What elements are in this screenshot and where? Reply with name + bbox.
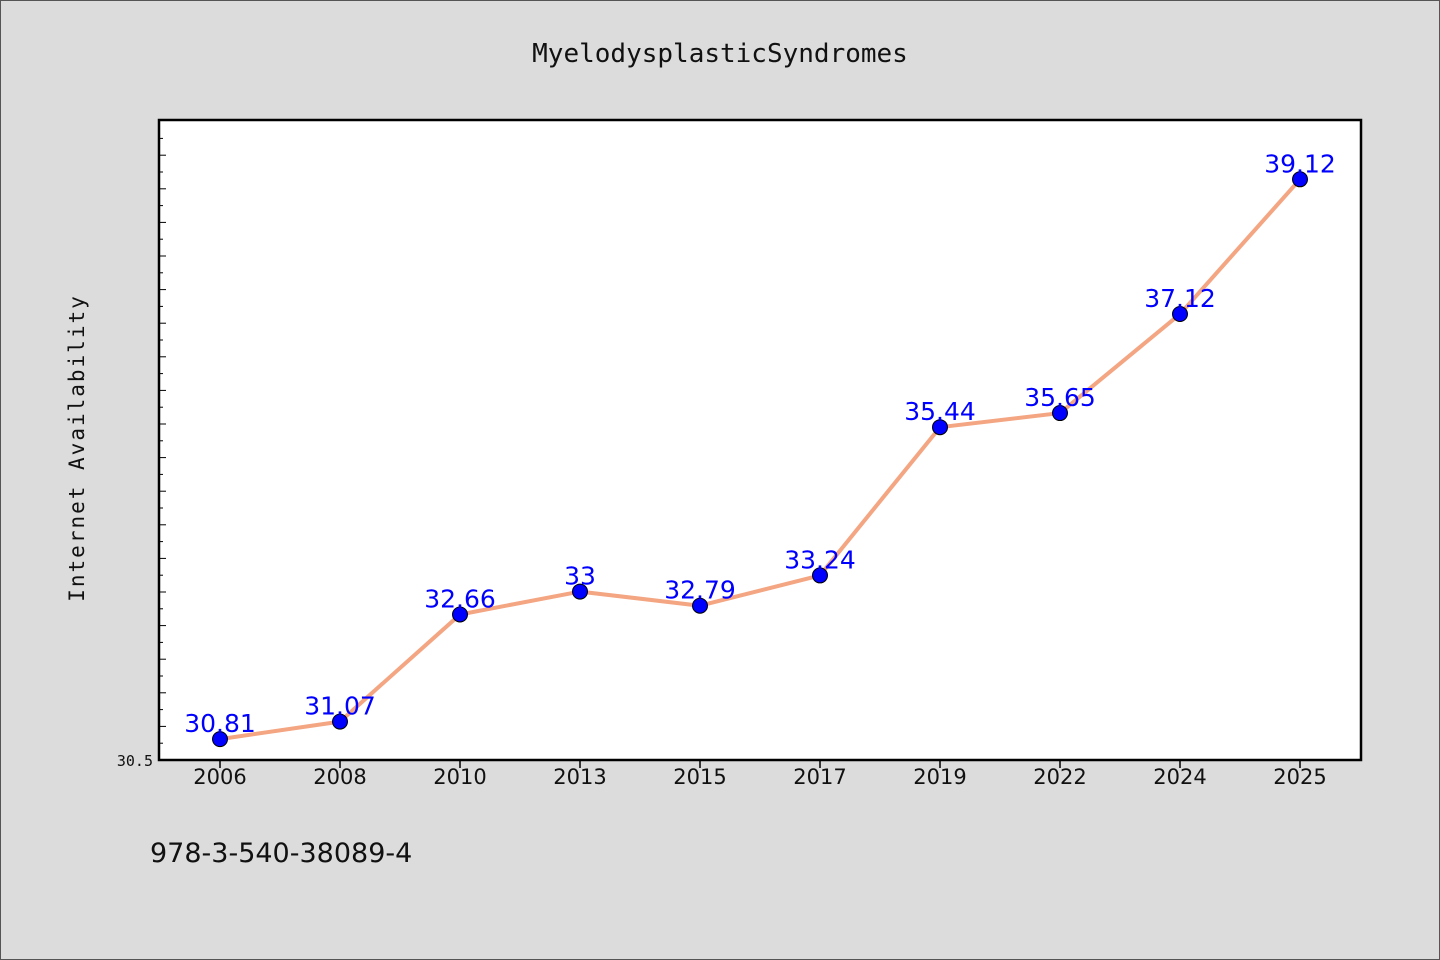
data-point [692, 597, 708, 614]
chart-title: MyelodysplasticSyndromes [532, 39, 908, 69]
data-point [572, 583, 588, 600]
x-tick-label: 2008 [313, 765, 366, 789]
x-tick-label: 2017 [793, 765, 846, 789]
data-points [212, 171, 1308, 748]
data-point [212, 731, 228, 748]
x-axis-ticks: 2006 2008 2010 2013 2015 2017 2019 2022 2024 2025 [193, 760, 1327, 789]
x-tick-label: 2015 [673, 765, 726, 789]
x-tick-label: 2006 [193, 765, 246, 789]
data-point [332, 713, 348, 730]
y-tick-label: 30.5 [117, 752, 153, 770]
data-label: 30.81 [184, 709, 256, 738]
series-line [219, 177, 1302, 742]
data-point [812, 567, 828, 584]
data-point [1172, 306, 1188, 323]
data-label: 31.07 [304, 692, 376, 721]
plot-area [157, 118, 1363, 762]
y-minor-ticks [159, 137, 166, 761]
y-axis-label: Internet Availability [65, 294, 89, 602]
x-tick-label: 2013 [553, 765, 606, 789]
data-label: 32.79 [664, 576, 736, 605]
data-label: 37.12 [1144, 284, 1216, 313]
data-point [1292, 171, 1308, 188]
data-label: 33.24 [784, 545, 856, 574]
x-tick-label: 2019 [913, 765, 966, 789]
footer-code: 978-3-540-38089-4 [150, 838, 412, 869]
x-tick-label: 2022 [1033, 765, 1086, 789]
data-point [932, 419, 948, 436]
data-label: 35.44 [904, 397, 976, 426]
x-tick-label: 2024 [1153, 765, 1206, 789]
x-tick-label: 2010 [433, 765, 486, 789]
data-label: 39.12 [1264, 149, 1336, 178]
y-axis-ticks: 30.5 [117, 752, 153, 770]
data-labels: 30.81 31.07 32.66 33 32.79 33.24 35.44 35.65 37.… [184, 149, 1336, 738]
data-point [1052, 405, 1068, 422]
data-label: 35.65 [1024, 383, 1096, 412]
data-point [452, 606, 468, 623]
x-tick-label: 2025 [1273, 765, 1326, 789]
data-label: 33 [564, 562, 596, 591]
data-label: 32.66 [424, 584, 496, 613]
